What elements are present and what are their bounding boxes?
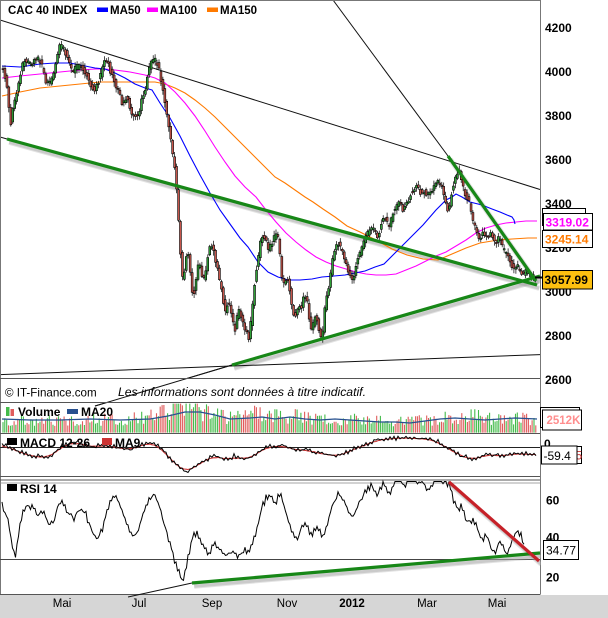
svg-text:34.77: 34.77 bbox=[546, 544, 576, 558]
svg-text:3400: 3400 bbox=[545, 197, 572, 211]
svg-text:Jul: Jul bbox=[132, 598, 147, 610]
svg-text:4000: 4000 bbox=[545, 65, 572, 79]
svg-text:Mai: Mai bbox=[53, 598, 72, 610]
svg-text:Volume: Volume bbox=[18, 405, 61, 419]
svg-text:Mai: Mai bbox=[488, 598, 507, 610]
svg-text:Mar: Mar bbox=[417, 598, 437, 610]
svg-text:4200: 4200 bbox=[545, 21, 572, 35]
svg-text:3245.14: 3245.14 bbox=[545, 233, 589, 247]
svg-text:Sep: Sep bbox=[202, 598, 222, 610]
svg-text:2800: 2800 bbox=[545, 329, 572, 343]
svg-text:MA50: MA50 bbox=[110, 5, 141, 17]
svg-text:Nov: Nov bbox=[277, 598, 298, 610]
svg-text:MA20: MA20 bbox=[81, 405, 113, 419]
svg-text:3057.99: 3057.99 bbox=[545, 273, 589, 287]
svg-text:2600: 2600 bbox=[545, 373, 572, 387]
svg-text:MA9: MA9 bbox=[115, 436, 141, 450]
svg-text:60: 60 bbox=[546, 494, 560, 508]
svg-text:3319.02: 3319.02 bbox=[546, 216, 590, 230]
svg-text:0: 0 bbox=[544, 437, 551, 451]
svg-text:CAC 40 INDEX: CAC 40 INDEX bbox=[8, 5, 88, 17]
svg-text:RSI 14: RSI 14 bbox=[20, 482, 57, 496]
svg-text:-59.4: -59.4 bbox=[544, 449, 572, 463]
svg-text:Les informations sont données: Les informations sont données à titre in… bbox=[118, 385, 366, 399]
svg-text:MA150: MA150 bbox=[220, 5, 257, 17]
svg-text:© IT-Finance.com: © IT-Finance.com bbox=[5, 387, 97, 400]
svg-text:3800: 3800 bbox=[545, 109, 572, 123]
svg-text:MACD 12-26: MACD 12-26 bbox=[20, 436, 90, 450]
svg-text:2012: 2012 bbox=[339, 598, 365, 610]
svg-text:3600: 3600 bbox=[545, 153, 572, 167]
svg-text:MA100: MA100 bbox=[160, 5, 197, 17]
svg-text:5: 5 bbox=[576, 449, 583, 463]
svg-text:20: 20 bbox=[546, 571, 560, 585]
svg-text:2512K: 2512K bbox=[547, 415, 582, 427]
